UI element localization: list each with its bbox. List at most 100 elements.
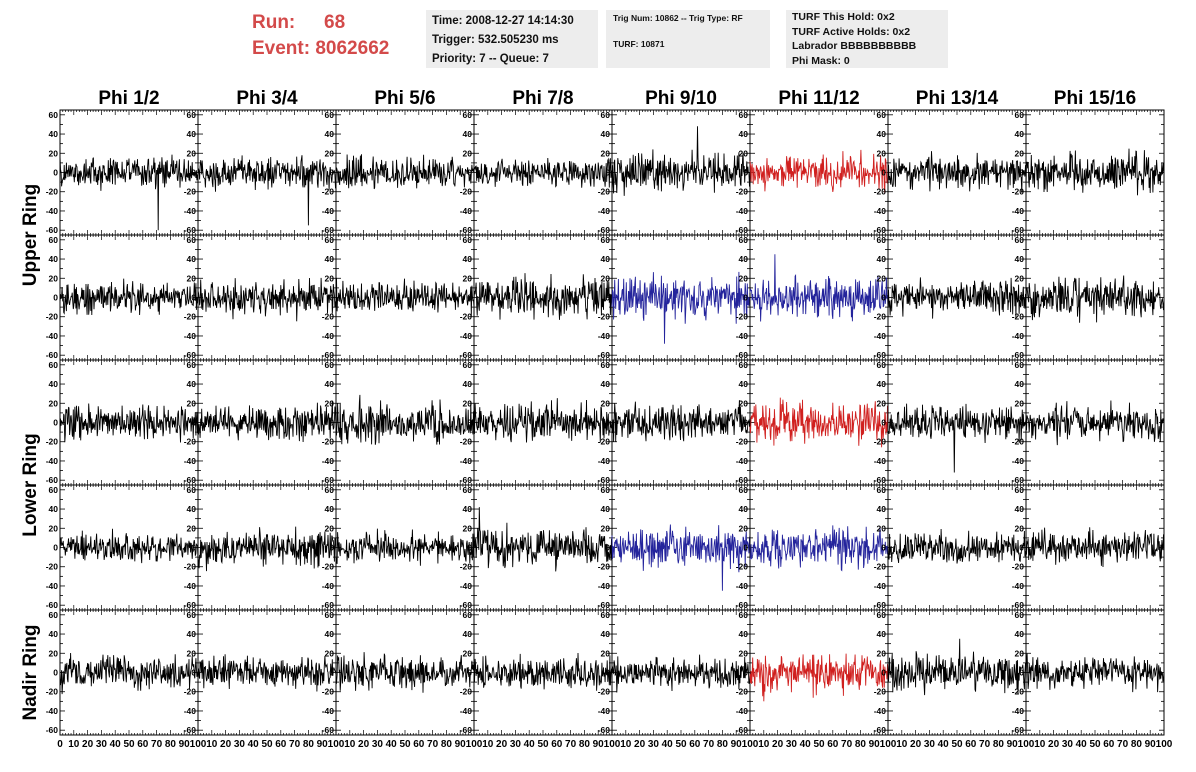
y-tick-label: 60 <box>1015 485 1025 495</box>
y-tick-label: 20 <box>739 398 749 408</box>
y-tick-label: 40 <box>187 379 197 389</box>
y-tick-label: 40 <box>463 629 473 639</box>
y-tick-label: -20 <box>874 312 887 322</box>
y-tick-label: 0 <box>53 543 58 553</box>
y-tick-label: -20 <box>736 437 749 447</box>
y-tick-label: 0 <box>191 668 196 678</box>
y-tick-label: -60 <box>460 225 473 235</box>
y-tick-label: -20 <box>598 312 611 322</box>
y-tick-label: 20 <box>49 398 59 408</box>
y-tick-label: 20 <box>601 148 611 158</box>
y-tick-label: -60 <box>460 475 473 485</box>
y-tick-label: 0 <box>467 418 472 428</box>
x-tick-label: 40 <box>524 739 536 750</box>
y-tick-label: -20 <box>460 687 473 697</box>
y-tick-label: 0 <box>467 543 472 553</box>
y-tick-label: -20 <box>184 312 197 322</box>
labrador-text: Labrador BBBBBBBBBB <box>792 40 917 52</box>
y-tick-label: 0 <box>53 418 58 428</box>
y-tick-label: 0 <box>53 293 58 303</box>
y-tick-label: -40 <box>598 331 611 341</box>
x-tick-label: 80 <box>441 739 453 750</box>
y-tick-label: -60 <box>736 350 749 360</box>
y-tick-label: 60 <box>49 360 59 370</box>
y-tick-label: 0 <box>467 293 472 303</box>
y-tick-label: -40 <box>598 206 611 216</box>
y-tick-label: 20 <box>463 398 473 408</box>
waveform-trace <box>197 155 337 226</box>
y-tick-label: 20 <box>463 523 473 533</box>
y-tick-label: 20 <box>1015 273 1025 283</box>
y-tick-label: -40 <box>598 581 611 591</box>
y-tick-label: 60 <box>1015 235 1025 245</box>
y-tick-label: -40 <box>322 331 335 341</box>
y-tick-label: -20 <box>184 687 197 697</box>
y-tick-label: 0 <box>467 668 472 678</box>
x-tick-label: 30 <box>510 739 522 750</box>
y-tick-label: -20 <box>598 562 611 572</box>
waveform-trace <box>887 151 1027 193</box>
y-tick-label: -20 <box>460 187 473 197</box>
y-tick-label: 40 <box>49 379 59 389</box>
x-tick-label: 20 <box>82 739 94 750</box>
y-tick-label: 0 <box>191 418 196 428</box>
ring-label: Lower Ring <box>20 433 41 536</box>
y-tick-label: -60 <box>322 475 335 485</box>
x-tick-label: 60 <box>137 739 149 750</box>
y-tick-label: 20 <box>877 523 887 533</box>
y-tick-label: 20 <box>325 523 335 533</box>
y-tick-label: -20 <box>46 187 59 197</box>
y-tick-label: -20 <box>736 187 749 197</box>
waveform-trace <box>59 528 199 564</box>
y-tick-label: 40 <box>463 504 473 514</box>
waveform-trace <box>887 403 1027 473</box>
waveform-trace <box>473 157 613 188</box>
y-tick-label: 0 <box>605 293 610 303</box>
y-tick-label: -20 <box>322 187 335 197</box>
y-tick-label: 0 <box>743 293 748 303</box>
y-tick-label: -40 <box>736 456 749 466</box>
y-tick-label: 60 <box>601 485 611 495</box>
y-tick-label: -60 <box>46 600 59 610</box>
y-tick-label: 60 <box>1015 360 1025 370</box>
y-tick-label: -60 <box>736 475 749 485</box>
x-tick-label: 70 <box>289 739 301 750</box>
time-text: Time: 2008-12-27 14:14:30 <box>432 15 574 27</box>
y-tick-label: 0 <box>743 543 748 553</box>
y-tick-label: 20 <box>187 148 197 158</box>
y-tick-label: 40 <box>325 504 335 514</box>
run-value: 68 <box>324 12 346 33</box>
y-tick-label: 0 <box>1019 418 1024 428</box>
run-label: Run: <box>252 12 296 33</box>
run-event-box: Run: 68 Event: 8062662 <box>252 10 422 66</box>
turf-text: TURF: 10871 <box>613 39 665 49</box>
waveform-trace <box>749 397 889 448</box>
x-tick-label: 10 <box>344 739 356 750</box>
y-tick-label: -20 <box>46 312 59 322</box>
y-tick-label: 60 <box>877 360 887 370</box>
y-tick-label: 60 <box>463 610 473 620</box>
y-tick-label: -20 <box>874 562 887 572</box>
waveform-trace <box>1025 148 1165 196</box>
x-tick-label: 20 <box>220 739 232 750</box>
x-tick-label: 30 <box>96 739 108 750</box>
event-line: Event: 8062662 <box>252 36 422 62</box>
y-tick-label: 40 <box>877 129 887 139</box>
y-tick-label: -40 <box>184 581 197 591</box>
waveform-trace <box>59 652 199 695</box>
x-tick-label: 30 <box>372 739 384 750</box>
y-tick-label: -20 <box>1012 187 1025 197</box>
x-tick-label: 50 <box>537 739 549 750</box>
y-tick-label: 60 <box>187 110 197 120</box>
y-tick-label: 60 <box>187 610 197 620</box>
y-tick-label: -40 <box>184 706 197 716</box>
y-tick-label: -40 <box>46 331 59 341</box>
y-tick-label: -20 <box>46 687 59 697</box>
y-tick-label: 20 <box>601 523 611 533</box>
x-tick-label: 90 <box>317 739 329 750</box>
y-tick-label: 40 <box>49 129 59 139</box>
waveform-trace <box>197 277 337 322</box>
waveform-trace <box>335 394 475 445</box>
y-tick-label: -60 <box>874 350 887 360</box>
y-tick-label: 20 <box>49 148 59 158</box>
